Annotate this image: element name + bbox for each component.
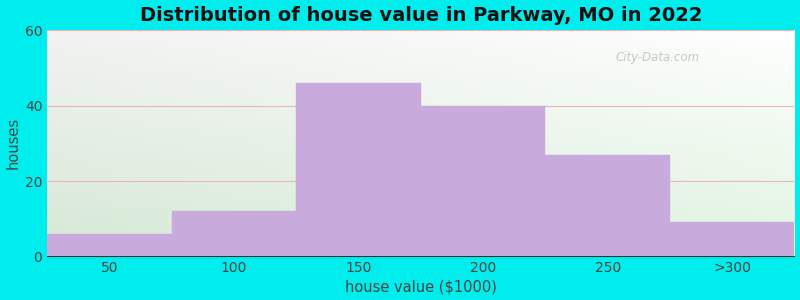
- Bar: [670, 223, 794, 256]
- Bar: [296, 83, 421, 256]
- Bar: [47, 234, 172, 256]
- Bar: [172, 211, 296, 256]
- Title: Distribution of house value in Parkway, MO in 2022: Distribution of house value in Parkway, …: [139, 6, 702, 25]
- Y-axis label: houses: houses: [6, 117, 21, 170]
- Bar: [546, 155, 670, 256]
- X-axis label: house value ($1000): house value ($1000): [345, 279, 497, 294]
- Text: City-Data.com: City-Data.com: [615, 51, 699, 64]
- Bar: [421, 106, 546, 256]
